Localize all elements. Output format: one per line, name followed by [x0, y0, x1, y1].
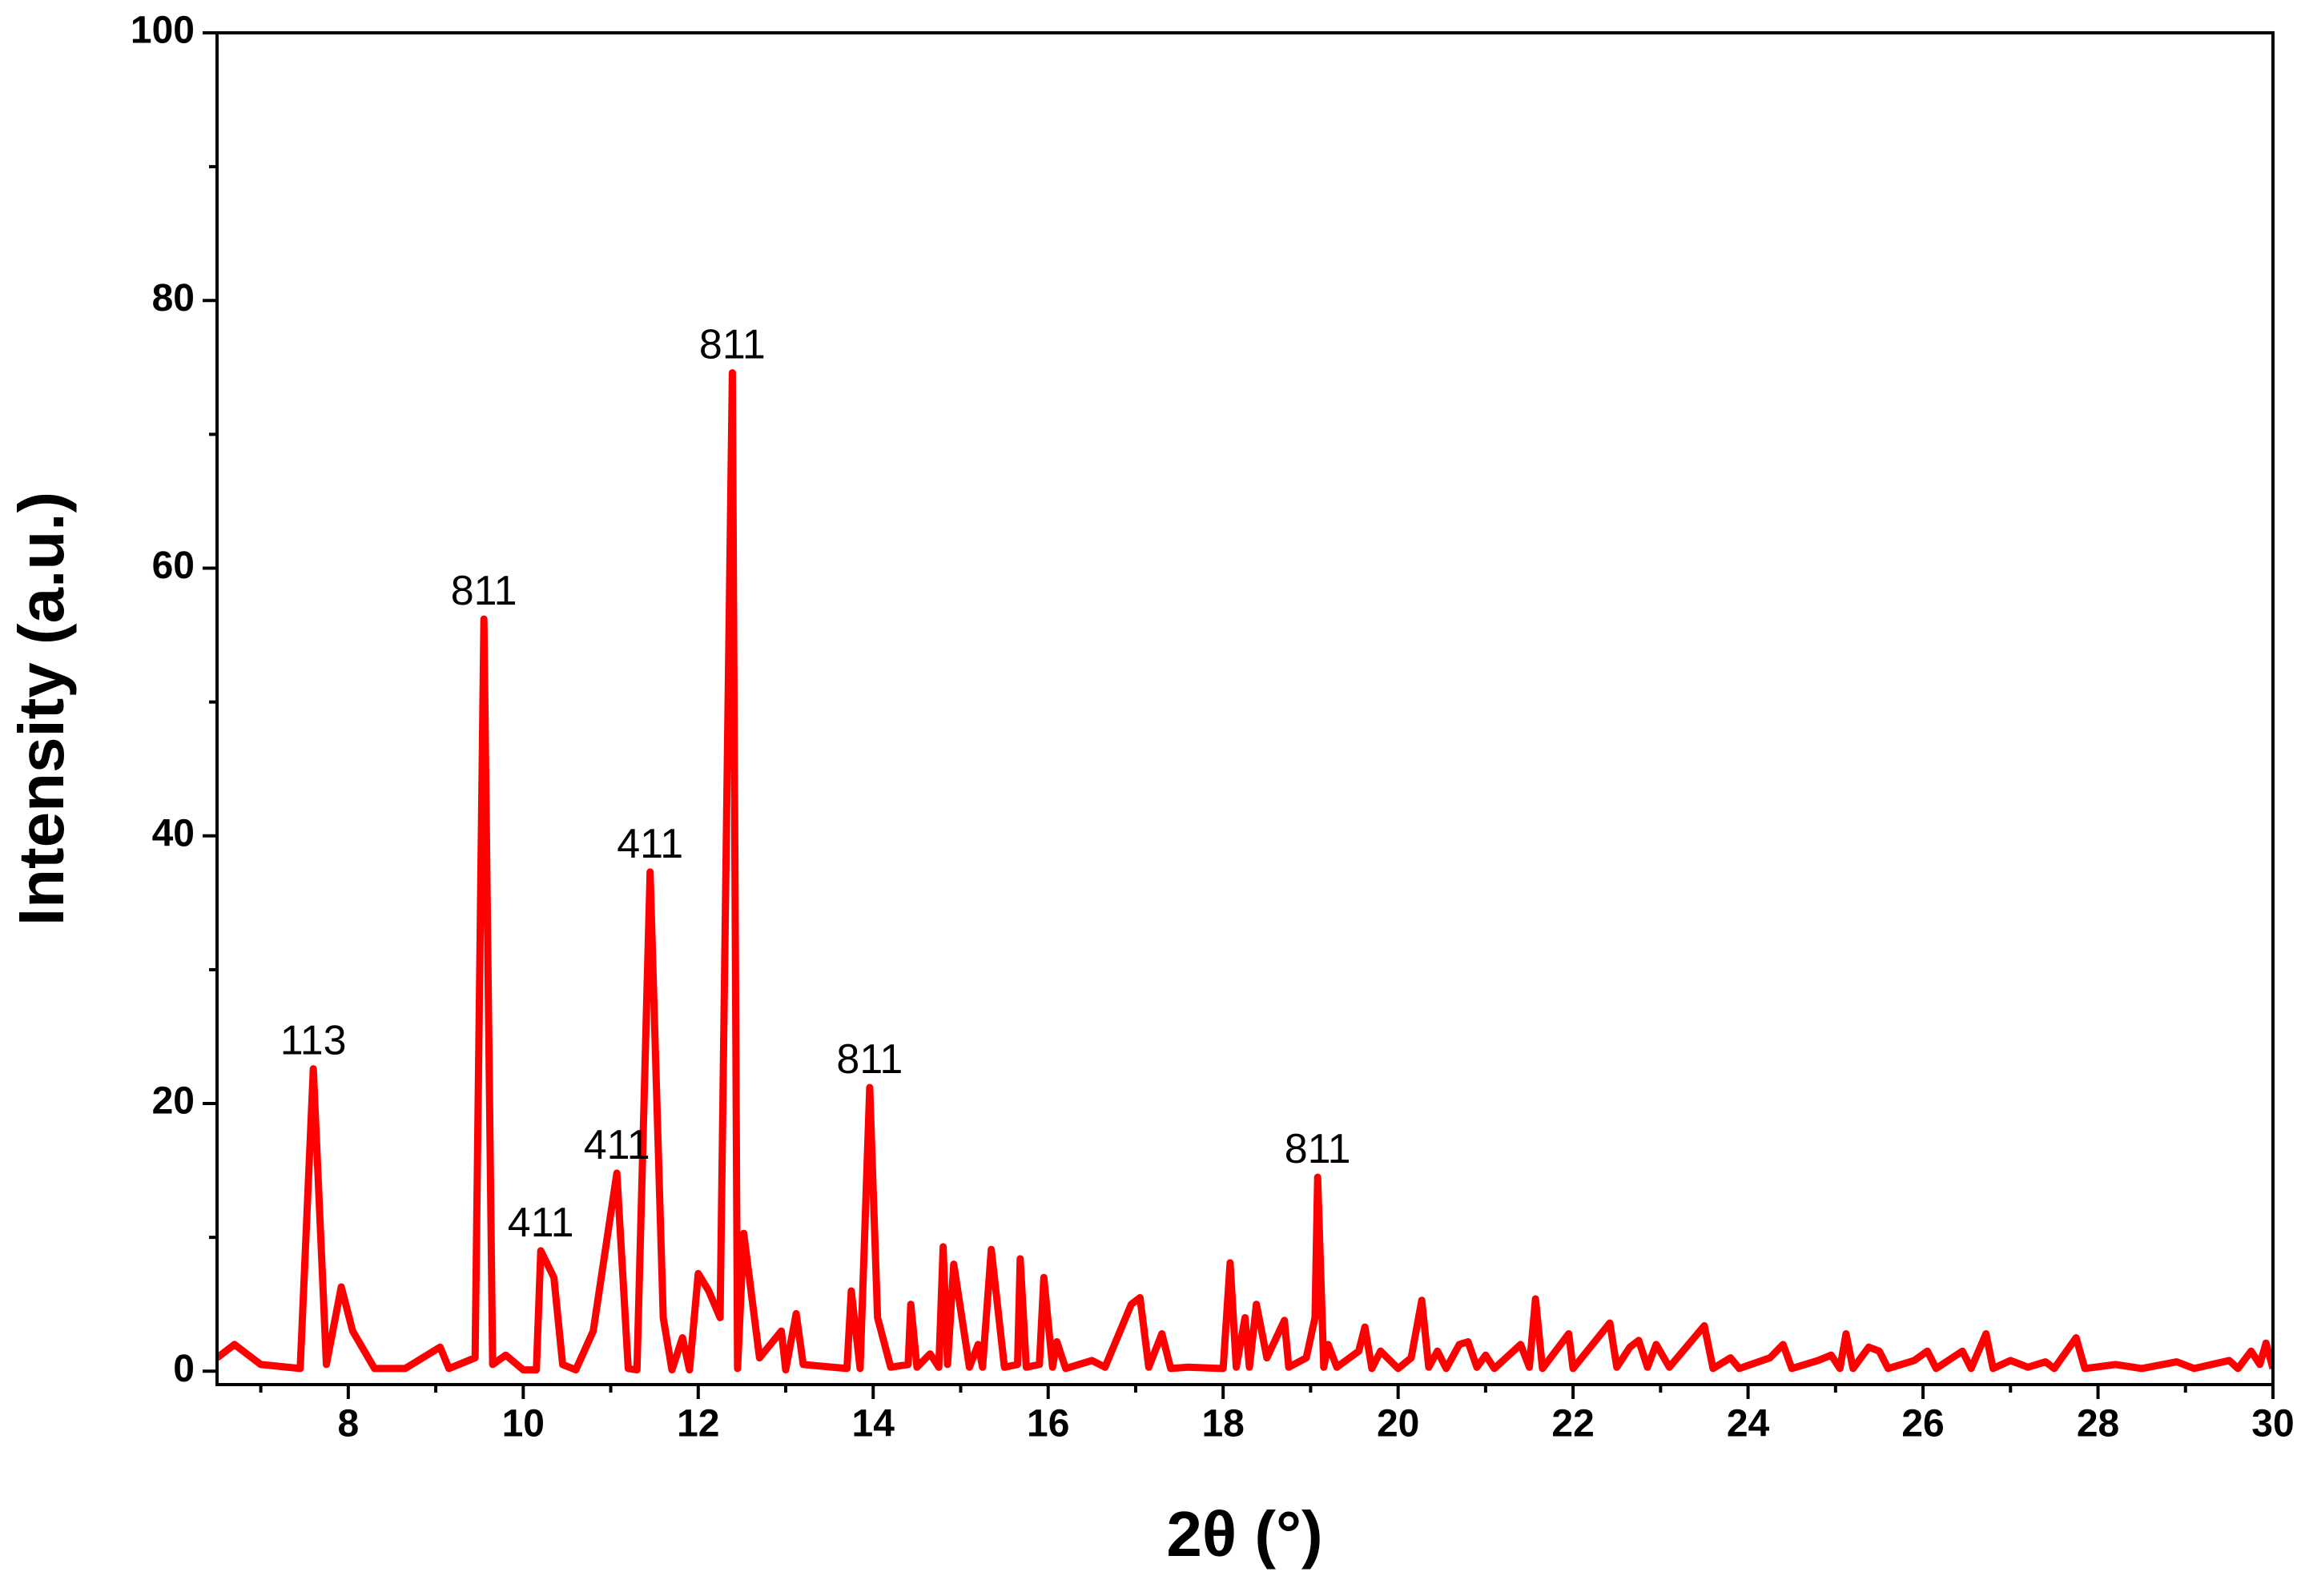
y-tick-label: 60 — [152, 545, 195, 587]
x-tick-label: 22 — [1551, 1403, 1594, 1445]
peak-label: 411 — [584, 1122, 650, 1168]
y-tick-label: 20 — [152, 1080, 195, 1123]
peak-label: 113 — [280, 1018, 347, 1064]
x-tick-label: 20 — [1377, 1403, 1419, 1445]
y-tick-label: 80 — [152, 277, 195, 320]
plot-frame — [215, 31, 2275, 1386]
peak-label: 811 — [1285, 1126, 1351, 1172]
y-tick-label: 0 — [173, 1348, 195, 1390]
data-line — [217, 369, 2273, 1374]
peak-label: 811 — [699, 322, 766, 368]
x-tick-label: 8 — [337, 1403, 359, 1445]
x-tick-label: 18 — [1201, 1403, 1244, 1445]
peak-label: 811 — [451, 568, 517, 614]
peak-label: 411 — [617, 821, 683, 867]
y-tick-label: 40 — [152, 812, 195, 854]
y-tick-label: 100 — [131, 10, 195, 52]
x-tick-label: 16 — [1027, 1403, 1069, 1445]
x-tick-label: 26 — [1901, 1403, 1944, 1445]
x-tick-label: 10 — [502, 1403, 545, 1445]
x-axis-title: 2θ (°) — [1166, 1498, 1322, 1570]
x-tick-label: 12 — [677, 1403, 719, 1445]
peak-label: 411 — [508, 1200, 574, 1246]
x-tick-label: 30 — [2251, 1403, 2294, 1445]
x-tick-label: 28 — [2077, 1403, 2119, 1445]
peak-label: 811 — [836, 1036, 903, 1083]
x-tick-label: 24 — [1727, 1403, 1770, 1445]
y-axis-title: Intensity (a.u.) — [6, 492, 77, 926]
x-tick-label: 14 — [852, 1403, 895, 1445]
